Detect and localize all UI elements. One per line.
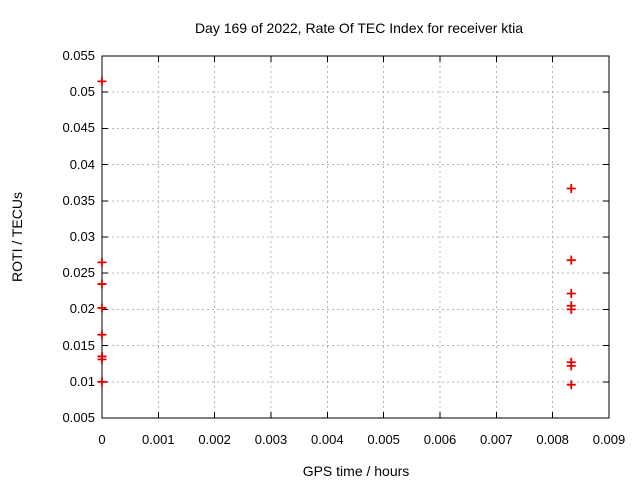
y-tick-label: 0.03: [69, 229, 95, 244]
x-tick-label: 0.005: [367, 432, 400, 447]
data-point-marker: [97, 354, 107, 364]
data-point-marker: [97, 377, 107, 387]
x-tick-label: 0.002: [198, 432, 231, 447]
y-tick-label: 0.045: [62, 120, 95, 136]
x-tick-label: 0.006: [423, 432, 457, 447]
x-tick-label: 0: [98, 432, 106, 447]
y-tick-label: 0.005: [62, 410, 95, 425]
data-point-marker: [566, 255, 576, 265]
data-point-marker: [566, 183, 576, 193]
x-axis-label: GPS time / hours: [302, 463, 410, 479]
data-point-marker: [566, 288, 576, 298]
x-tick-label: 0.007: [480, 432, 513, 447]
data-point-marker: [566, 304, 576, 314]
data-point-marker: [566, 380, 576, 390]
y-tick-label: 0.035: [62, 192, 95, 208]
y-tick-label: 0.02: [69, 301, 95, 317]
chart-title: Day 169 of 2022, Rate Of TEC Index for r…: [194, 20, 524, 36]
plot-border: [101, 55, 610, 419]
x-tick-label: 0.001: [142, 432, 175, 447]
data-point-marker: [97, 279, 107, 289]
x-tick-label: 0.009: [592, 432, 626, 447]
data-point-marker: [97, 257, 107, 267]
y-tick-label: 0.05: [69, 84, 95, 100]
y-tick-label: 0.015: [62, 337, 95, 353]
data-point-marker: [566, 361, 576, 371]
data-point-marker: [97, 303, 107, 313]
x-tick-label: 0.008: [536, 432, 569, 447]
y-tick-label: 0.025: [62, 265, 95, 281]
x-tick-label: 0.003: [254, 432, 288, 447]
y-tick-label: 0.055: [62, 48, 95, 63]
data-point-marker: [97, 330, 107, 340]
x-tick-label: 0.004: [311, 432, 344, 447]
data-point-marker: [97, 76, 107, 86]
y-tick-label: 0.04: [69, 156, 95, 172]
y-tick-label: 0.01: [69, 373, 95, 389]
